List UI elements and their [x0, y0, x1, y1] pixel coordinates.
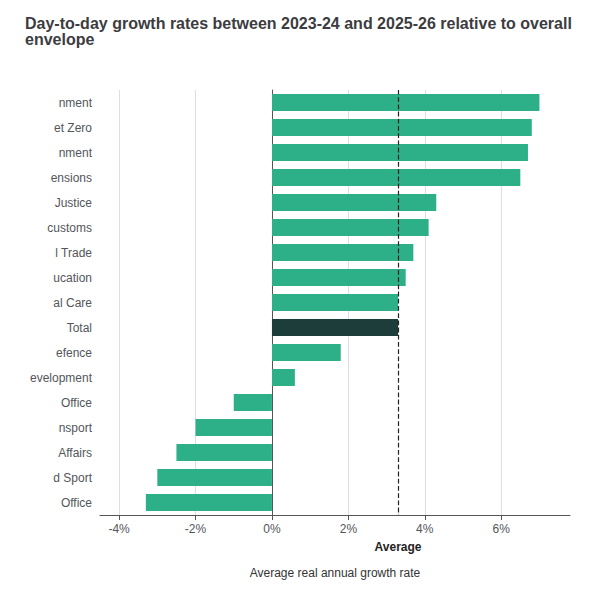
svg-text:Justice: Justice [55, 196, 93, 210]
svg-text:-2%: -2% [185, 522, 207, 536]
svg-text:nment: nment [59, 96, 93, 110]
svg-text:nsport: nsport [59, 421, 93, 435]
svg-text:4%: 4% [416, 522, 434, 536]
svg-text:6%: 6% [493, 522, 511, 536]
svg-text:Total: Total [67, 321, 92, 335]
svg-text:Day-to-day growth rates betwee: Day-to-day growth rates between 2023-24 … [25, 15, 576, 32]
svg-text:nment: nment [59, 146, 93, 160]
svg-text:Average real annual growth rat: Average real annual growth rate [250, 566, 421, 580]
svg-text:-4%: -4% [108, 522, 130, 536]
svg-text:et Zero: et Zero [54, 121, 92, 135]
svg-text:al Care: al Care [53, 296, 92, 310]
svg-text:0%: 0% [263, 522, 281, 536]
svg-text:Office: Office [61, 496, 92, 510]
svg-text:Average: Average [375, 540, 422, 554]
svg-text:envelope: envelope [25, 31, 94, 48]
svg-text:2%: 2% [340, 522, 358, 536]
svg-text:ensions: ensions [51, 171, 92, 185]
svg-text:efence: efence [56, 346, 92, 360]
svg-text:Affairs: Affairs [58, 446, 92, 460]
svg-text:Office: Office [61, 396, 92, 410]
svg-text:customs: customs [47, 221, 92, 235]
svg-text:l Trade: l Trade [55, 246, 92, 260]
svg-text:d Sport: d Sport [53, 471, 92, 485]
svg-text:evelopment: evelopment [30, 371, 93, 385]
svg-text:ucation: ucation [53, 271, 92, 285]
